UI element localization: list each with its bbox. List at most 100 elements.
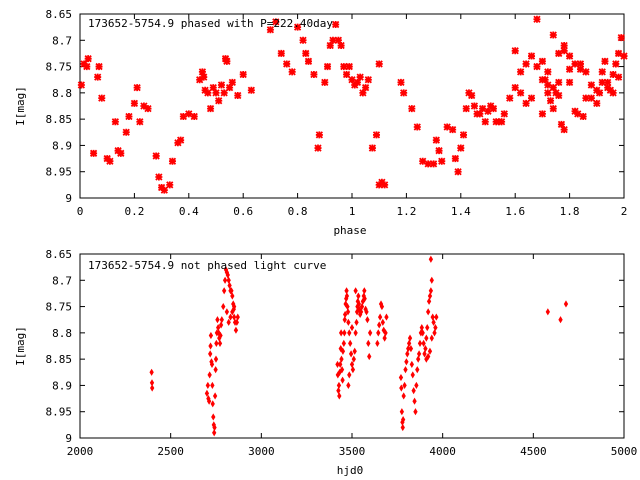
phased-data-point [209, 83, 217, 92]
unphased-data-point [213, 355, 219, 363]
phased-data-point [155, 173, 163, 181]
unphased-data-point [235, 313, 240, 321]
phased-data-point [334, 36, 343, 44]
unphased-data-point [208, 350, 213, 358]
unphased-data-point [421, 339, 426, 347]
phased-data-point [215, 97, 223, 105]
unphased-data-point [400, 423, 405, 432]
unphased-data-point [415, 366, 420, 374]
phased-data-point [612, 60, 620, 68]
phased-y-ticks: 8.65 8.7 8.75 8.8 8.85 8.9 8.95 9 [46, 8, 624, 205]
unphased-data-point [349, 360, 355, 368]
phased-data-point [576, 60, 585, 68]
unphased-data-point [413, 408, 418, 416]
unphased-data-point [213, 366, 218, 374]
phased-data-point [266, 26, 275, 34]
unphased-data-point [434, 313, 439, 321]
phased-data-point [160, 186, 168, 194]
phased-data-point [198, 68, 207, 76]
phased-data-point [84, 55, 92, 63]
phased-data-point [614, 49, 623, 58]
unphased-data-point [208, 331, 214, 340]
phased-data-point [299, 36, 307, 44]
phased-data-point [225, 83, 234, 92]
phased-data-point [598, 68, 606, 76]
unphased-data-point [563, 300, 569, 308]
phased-data-point [435, 147, 443, 155]
phased-data-point [593, 99, 601, 108]
unphased-y-axis-label: I[mag] [14, 326, 27, 366]
unphased-data-point [420, 329, 425, 337]
unphased-data-point [212, 423, 217, 432]
phased-data-point [356, 73, 364, 81]
unphased-data-point [414, 381, 419, 390]
unphased-data-point [336, 387, 341, 395]
unphased-data-point [354, 318, 359, 326]
unphased-data-point [345, 308, 351, 316]
unphased-data-point [226, 318, 231, 326]
unphased-data-point [364, 308, 369, 316]
unphased-data-point [349, 324, 355, 332]
unphased-data-point [558, 316, 563, 324]
unphased-data-point [341, 339, 346, 347]
phased-data-point [381, 181, 389, 189]
unphased-chart: 8.65 8.7 8.75 8.8 8.85 8.9 8.95 9 2000 2500 3000 3… [14, 248, 637, 477]
unphased-data-point [234, 318, 240, 326]
phased-data-point [544, 68, 552, 76]
phased-data-point [106, 157, 114, 165]
unphased-data-point [406, 339, 412, 347]
phased-data-point [220, 89, 228, 97]
phased-chart-title: 173652-5754.9 phased with P=222.40day [88, 17, 333, 30]
phased-data-point [438, 157, 446, 165]
unphased-data-point [422, 350, 427, 358]
unphased-data-point [400, 416, 406, 424]
unphased-data-point [356, 292, 361, 300]
phased-data-point [451, 154, 459, 163]
unphased-y-ticks: 8.65 8.7 8.75 8.8 8.85 8.9 8.95 9 [46, 248, 624, 445]
phased-data-point [98, 94, 106, 102]
unphased-data-point [403, 366, 408, 374]
phased-data-point [429, 160, 438, 168]
unphased-data-point [204, 389, 210, 397]
unphased-data-point [380, 318, 385, 326]
phased-data-point [111, 118, 119, 126]
phased-data-point [166, 181, 174, 189]
unphased-data-point [545, 308, 550, 316]
phased-data-point [443, 123, 451, 131]
phased-x-axis-label: phase [333, 224, 366, 237]
unphased-data-point [377, 321, 382, 329]
phased-data-point [432, 136, 440, 144]
phased-x-tick-label: 0.6 [233, 205, 253, 218]
unphased-data-point [233, 326, 239, 334]
unphased-data-point [227, 281, 232, 290]
unphased-data-point [426, 308, 431, 316]
phased-data-point [283, 60, 291, 68]
phased-data-point [196, 76, 204, 84]
phased-data-point [565, 52, 574, 60]
phased-y-tick-label: 8.95 [46, 166, 73, 179]
phased-y-tick-label: 8.7 [52, 34, 72, 47]
phased-y-tick-label: 8.75 [46, 61, 73, 74]
phased-y-tick-label: 9 [65, 192, 72, 205]
phased-data-point [223, 57, 231, 65]
phased-data-point [177, 136, 185, 144]
phased-data-point [546, 97, 555, 105]
unphased-data-point [150, 384, 155, 392]
phased-data-point [293, 23, 302, 31]
unphased-data-point [352, 347, 357, 355]
phased-data-point [77, 81, 85, 89]
unphased-data-point [431, 318, 436, 326]
unphased-data-point [212, 392, 218, 400]
phased-data-point [272, 18, 280, 26]
unphased-data-point [398, 373, 404, 382]
phased-data-point [364, 76, 372, 84]
unphased-data-point [222, 287, 227, 295]
phased-data-point [560, 126, 568, 134]
unphased-data-point [433, 324, 438, 332]
phased-data-point [122, 128, 130, 136]
unphased-data-point [229, 287, 234, 295]
phased-data-point [533, 15, 541, 23]
phased-data-point [323, 62, 332, 71]
unphased-data-point [214, 339, 219, 347]
unphased-chart-title: 173652-5754.9 not phased light curve [88, 259, 326, 272]
